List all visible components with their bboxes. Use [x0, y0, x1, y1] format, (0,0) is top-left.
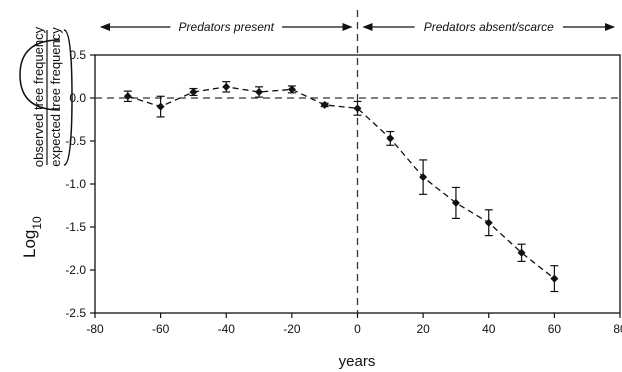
- region-headers: Predators present Predators absent/scarce: [100, 20, 615, 34]
- data-point: [123, 92, 132, 101]
- y-tick-label: -1.0: [65, 177, 86, 191]
- y-axis-label: Log10 observed tree frequency expected t…: [19, 26, 73, 258]
- y-tick-label: -2.0: [65, 263, 86, 277]
- series-line: [127, 86, 555, 280]
- data-point: [222, 82, 231, 91]
- region-label: Predators absent/scarce: [424, 20, 554, 34]
- data-point: [189, 87, 198, 96]
- data-point: [156, 102, 165, 111]
- x-tick-label: 60: [548, 322, 562, 336]
- data-point: [353, 104, 362, 113]
- region-label: Predators present: [179, 20, 275, 34]
- data-point: [320, 100, 329, 109]
- y-tick-label: 0.0: [69, 91, 86, 105]
- y-tick-label: -0.5: [65, 134, 86, 148]
- data-point: [386, 134, 395, 143]
- y-tick-label: 0.5: [69, 48, 86, 62]
- data-point: [451, 198, 460, 207]
- data-point: [484, 218, 493, 227]
- data-point: [419, 173, 428, 182]
- y-axis-label-denominator: expected tree frequency: [48, 27, 63, 167]
- x-tick-label: 40: [482, 322, 496, 336]
- data-point: [517, 248, 526, 257]
- x-tick-label: 20: [416, 322, 430, 336]
- data-point: [287, 85, 296, 94]
- x-axis-title: years: [339, 353, 376, 370]
- region-header: Predators absent/scarce: [362, 20, 615, 34]
- x-tick-label: 80: [613, 322, 622, 336]
- region-header: Predators present: [100, 20, 353, 34]
- y-axis-label-prefix: Log10: [20, 216, 44, 258]
- x-tick-label: -20: [283, 322, 301, 336]
- data-point: [255, 87, 264, 96]
- y-tick-label: -2.5: [65, 306, 86, 320]
- plot-area: -80 -60 -40 -20 0 20 40 60 80 0.5 0.0 -0.5 -1.0 -1.5 -…: [65, 10, 622, 336]
- x-tick-label: 0: [354, 322, 361, 336]
- x-tick-label: -40: [218, 322, 236, 336]
- y-axis-label-base: 10: [30, 216, 44, 230]
- y-axis-label-left-paren: [19, 39, 61, 111]
- y-axis-label-numerator: observed tree frequency: [31, 26, 46, 167]
- y-tick-label: -1.5: [65, 220, 86, 234]
- x-tick-label: -60: [152, 322, 170, 336]
- data-point: [550, 274, 559, 283]
- y-axis-label-right-paren: [63, 29, 73, 166]
- x-tick-label: -80: [86, 322, 104, 336]
- y-axis-label-log: Log: [20, 230, 39, 258]
